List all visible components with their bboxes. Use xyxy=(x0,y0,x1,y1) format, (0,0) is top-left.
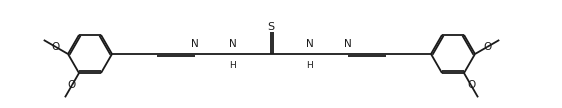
Text: H: H xyxy=(229,61,236,70)
Text: O: O xyxy=(467,80,475,90)
Text: N: N xyxy=(191,39,198,49)
Text: H: H xyxy=(306,61,313,70)
Text: N: N xyxy=(344,39,352,49)
Text: O: O xyxy=(483,42,491,52)
Text: N: N xyxy=(229,39,237,49)
Text: S: S xyxy=(268,22,275,32)
Text: O: O xyxy=(68,80,76,90)
Text: N: N xyxy=(306,39,313,49)
Text: O: O xyxy=(52,42,60,52)
